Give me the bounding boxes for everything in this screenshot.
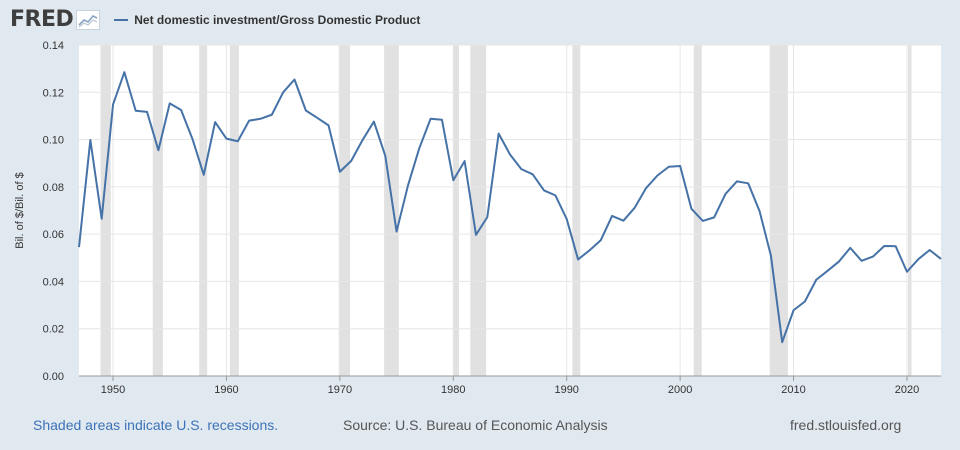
recession-band (152, 45, 163, 376)
x-tick-label: 1950 (101, 384, 125, 396)
legend-label: Net domestic investment/Gross Domestic P… (134, 13, 421, 27)
recession-band (470, 45, 487, 376)
x-tick-label: 2000 (668, 384, 692, 396)
y-tick-label: 0.10 (43, 135, 64, 147)
recession-band (769, 45, 788, 376)
recessions-note-link[interactable]: Shaded areas indicate U.S. recessions. (33, 417, 279, 433)
x-tick-label: 1980 (441, 384, 465, 396)
y-axis-label: Bil. of $/Bil. of $ (14, 172, 26, 248)
line-chart: 0.00 0.02 0.04 0.06 0.08 0.10 0.12 0.14 1950 196… (14, 40, 942, 396)
x-tick-label: 1970 (328, 384, 352, 396)
y-tick-label: 0.04 (43, 276, 64, 288)
x-tick-label: 1990 (554, 384, 578, 396)
y-tick-label: 0.14 (43, 40, 64, 52)
x-tick-label: 2020 (895, 384, 919, 396)
y-tick-label: 0.02 (43, 324, 64, 336)
series-line (78, 71, 942, 344)
plot-area (79, 45, 941, 376)
recession-band (100, 45, 111, 376)
recession-band (338, 45, 351, 376)
y-tick-label: 0.08 (43, 182, 64, 194)
x-axis-ticks: 1950 1960 1970 1980 1990 2000 2010 2020 (101, 376, 919, 396)
recession-band (199, 45, 208, 376)
site-url[interactable]: fred.stlouisfed.org (790, 417, 902, 433)
legend-line-swatch (114, 19, 129, 21)
recession-band (384, 45, 399, 376)
y-tick-label: 0.06 (43, 229, 64, 241)
recession-band (572, 45, 581, 376)
recession-shading (100, 45, 912, 376)
fred-logo[interactable]: FRED (10, 7, 74, 32)
chart-legend: Net domestic investment/Gross Domestic P… (114, 13, 420, 27)
recession-band (693, 45, 702, 376)
source-text: Source: U.S. Bureau of Economic Analysis (343, 417, 608, 433)
y-tick-label: 0.00 (43, 371, 64, 383)
line-graph-icon (76, 10, 101, 30)
recession-band (908, 45, 912, 376)
recession-band (453, 45, 459, 376)
y-tick-label: 0.12 (43, 87, 64, 99)
recession-band (229, 45, 239, 376)
chart-header: FRED Net domestic investment/Gross Domes… (10, 6, 420, 34)
x-tick-label: 1960 (214, 384, 238, 396)
y-axis-ticks: 0.00 0.02 0.04 0.06 0.08 0.10 0.12 0.14 (43, 40, 64, 383)
x-tick-label: 2010 (781, 384, 805, 396)
